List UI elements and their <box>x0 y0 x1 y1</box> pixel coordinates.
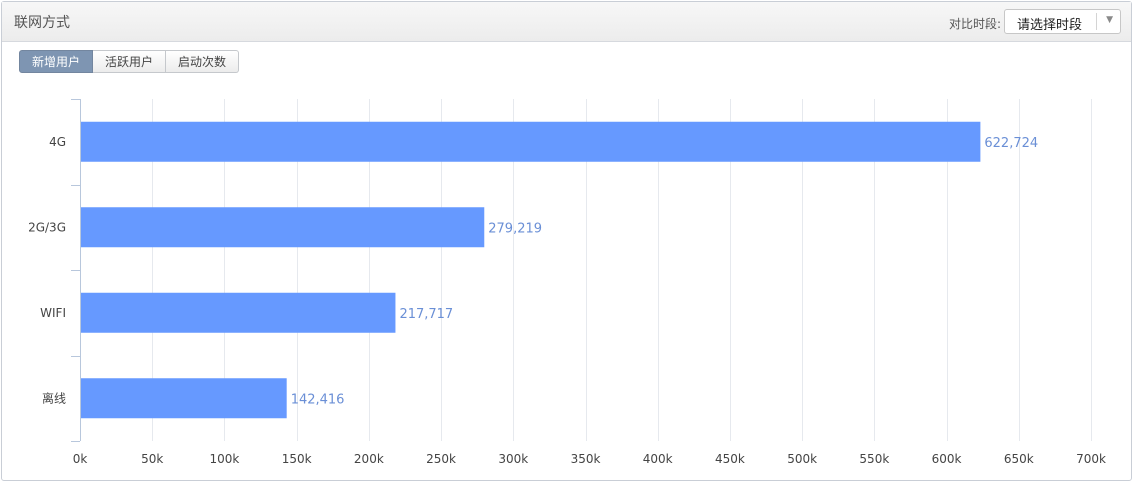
x-tick-label: 50k <box>141 452 163 466</box>
compare-period-select-value: 请选择时段 <box>1017 18 1083 33</box>
x-tick-label: 300k <box>498 452 528 466</box>
bar-value-label: 142,416 <box>291 392 345 407</box>
x-tick-label: 500k <box>787 452 817 466</box>
bar-value-label: 279,219 <box>488 221 542 236</box>
x-tick-label: 350k <box>571 452 601 466</box>
tab-active-users[interactable]: 活跃用户 <box>93 50 167 73</box>
bar-4 <box>81 378 287 419</box>
x-tick-label: 600k <box>932 452 962 466</box>
bar-1 <box>81 121 981 162</box>
x-tick-label: 250k <box>426 452 456 466</box>
caret-down-icon[interactable]: ▼ <box>1106 15 1113 25</box>
category-label: WIFI <box>40 306 66 320</box>
compare-period-label: 对比时段: <box>948 17 1001 31</box>
category-label: 4G <box>49 135 66 149</box>
x-tick-label: 400k <box>643 452 673 466</box>
category-label: 离线 <box>42 390 66 405</box>
compare-period-select[interactable]: 请选择时段 ▼ <box>1004 9 1121 34</box>
metric-tabs: 新增用户 活跃用户 启动次数 <box>19 50 240 73</box>
panel-title: 联网方式 <box>14 15 70 31</box>
x-tick-label: 0k <box>73 452 88 466</box>
x-tick-label: 450k <box>715 452 745 466</box>
panel-header: 联网方式 对比时段: 请选择时段 ▼ <box>2 2 1131 42</box>
category-label: 2G/3G <box>28 220 66 234</box>
x-tick-label: 100k <box>209 452 239 466</box>
x-tick-label: 550k <box>859 452 889 466</box>
x-tick-label: 150k <box>282 452 312 466</box>
bar-3 <box>81 292 396 333</box>
bar-value-label: 622,724 <box>984 136 1038 151</box>
tab-launch-count[interactable]: 启动次数 <box>166 50 240 73</box>
tab-new-users[interactable]: 新增用户 <box>19 50 94 73</box>
x-tick-label: 200k <box>354 452 384 466</box>
bar-value-label: 217,717 <box>399 307 453 322</box>
x-tick-label: 650k <box>1004 452 1034 466</box>
x-tick-label: 700k <box>1076 452 1106 466</box>
bar-2 <box>81 207 485 248</box>
select-divider <box>1096 13 1097 30</box>
